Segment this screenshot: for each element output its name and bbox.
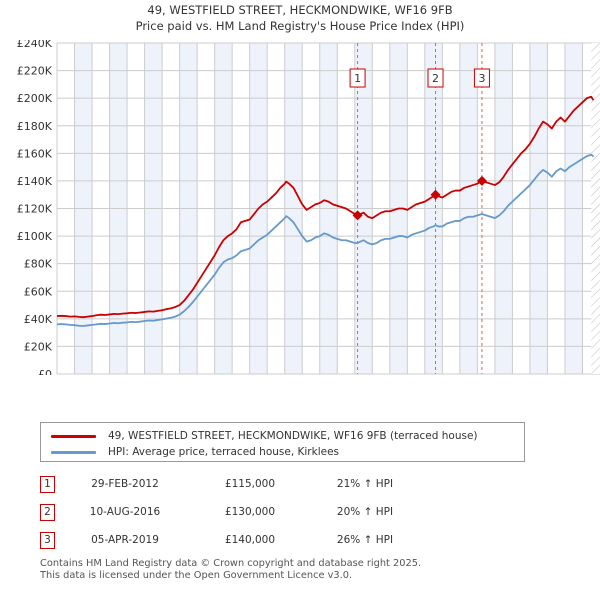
transaction-price-1: £115,000	[224, 478, 276, 490]
transaction-price-2: £130,000	[224, 506, 276, 518]
svg-text:£60K: £60K	[24, 285, 53, 298]
transaction-hpi-2: 20% ↑ HPI	[336, 506, 394, 518]
legend-swatch-property	[51, 434, 96, 438]
forecast-region	[591, 43, 600, 374]
svg-text:£120K: £120K	[17, 203, 53, 216]
transaction-date-3: 05-APR-2019	[91, 534, 159, 546]
svg-text:£140K: £140K	[17, 175, 53, 188]
svg-text:£180K: £180K	[17, 120, 53, 133]
svg-text:£220K: £220K	[17, 65, 53, 78]
transaction-badge-2: 2	[40, 503, 55, 521]
svg-text:£40K: £40K	[24, 313, 53, 326]
chart-title-block: 49, WESTFIELD STREET, HECKMONDWIKE, WF16…	[0, 2, 600, 34]
series-lines	[57, 95, 594, 327]
svg-text:£100K: £100K	[17, 230, 53, 243]
transaction-date-1: 29-FEB-2012	[91, 478, 159, 490]
legend-item-property: 49, WESTFIELD STREET, HECKMONDWIKE, WF16…	[41, 428, 524, 444]
footer-attribution: Contains HM Land Registry data © Crown c…	[40, 558, 580, 582]
y-axis-labels: £0 £20K £40K £60K £80K £100K £120K £140K £160K £1…	[17, 40, 53, 375]
chart-legend: 49, WESTFIELD STREET, HECKMONDWIKE, WF16…	[40, 422, 525, 462]
footer-line2: This data is licensed under the Open Gov…	[40, 570, 353, 581]
event-lines	[357, 43, 483, 374]
svg-text:1: 1	[354, 72, 361, 85]
legend-swatch-hpi	[51, 450, 96, 454]
svg-text:£80K: £80K	[24, 258, 53, 271]
table-row: 1 29-FEB-2012 £115,000 21% ↑ HPI	[40, 470, 560, 498]
legend-label-property: 49, WESTFIELD STREET, HECKMONDWIKE, WF16…	[108, 430, 478, 442]
chart-svg: £0 £20K £40K £60K £80K £100K £120K £140K £160K £1…	[17, 40, 600, 375]
transaction-badge-1: 1	[40, 475, 55, 493]
horizontal-gridlines	[57, 42, 600, 375]
marker-label-boxes: 1 2 3	[349, 68, 490, 88]
svg-text:£200K: £200K	[17, 92, 53, 105]
transaction-price-3: £140,000	[224, 534, 276, 546]
table-row: 2 10-AUG-2016 £130,000 20% ↑ HPI	[40, 498, 560, 526]
svg-text:£160K: £160K	[17, 147, 53, 160]
legend-label-hpi: HPI: Average price, terraced house, Kirk…	[108, 446, 340, 458]
transaction-hpi-3: 26% ↑ HPI	[336, 534, 394, 546]
page-title-line2: Price paid vs. HM Land Registry's House …	[135, 19, 465, 33]
svg-text:£20K: £20K	[24, 340, 53, 353]
transaction-hpi-1: 21% ↑ HPI	[336, 478, 394, 490]
svg-text:3: 3	[478, 72, 485, 85]
transaction-date-2: 10-AUG-2016	[89, 506, 161, 518]
legend-item-hpi: HPI: Average price, terraced house, Kirk…	[41, 444, 524, 460]
svg-text:2: 2	[432, 72, 439, 85]
footer-line1: Contains HM Land Registry data © Crown c…	[40, 558, 422, 569]
table-row: 3 05-APR-2019 £140,000 26% ↑ HPI	[40, 526, 560, 554]
transaction-markers	[352, 175, 487, 221]
price-chart: £0 £20K £40K £60K £80K £100K £120K £140K £160K £1…	[0, 40, 600, 375]
svg-text:£0: £0	[38, 368, 52, 375]
svg-text:£240K: £240K	[17, 40, 53, 50]
page-title-line1: 49, WESTFIELD STREET, HECKMONDWIKE, WF16…	[147, 3, 453, 17]
transaction-badge-3: 3	[40, 531, 55, 549]
transactions-table: 1 29-FEB-2012 £115,000 21% ↑ HPI 2 10-AU…	[40, 470, 560, 554]
